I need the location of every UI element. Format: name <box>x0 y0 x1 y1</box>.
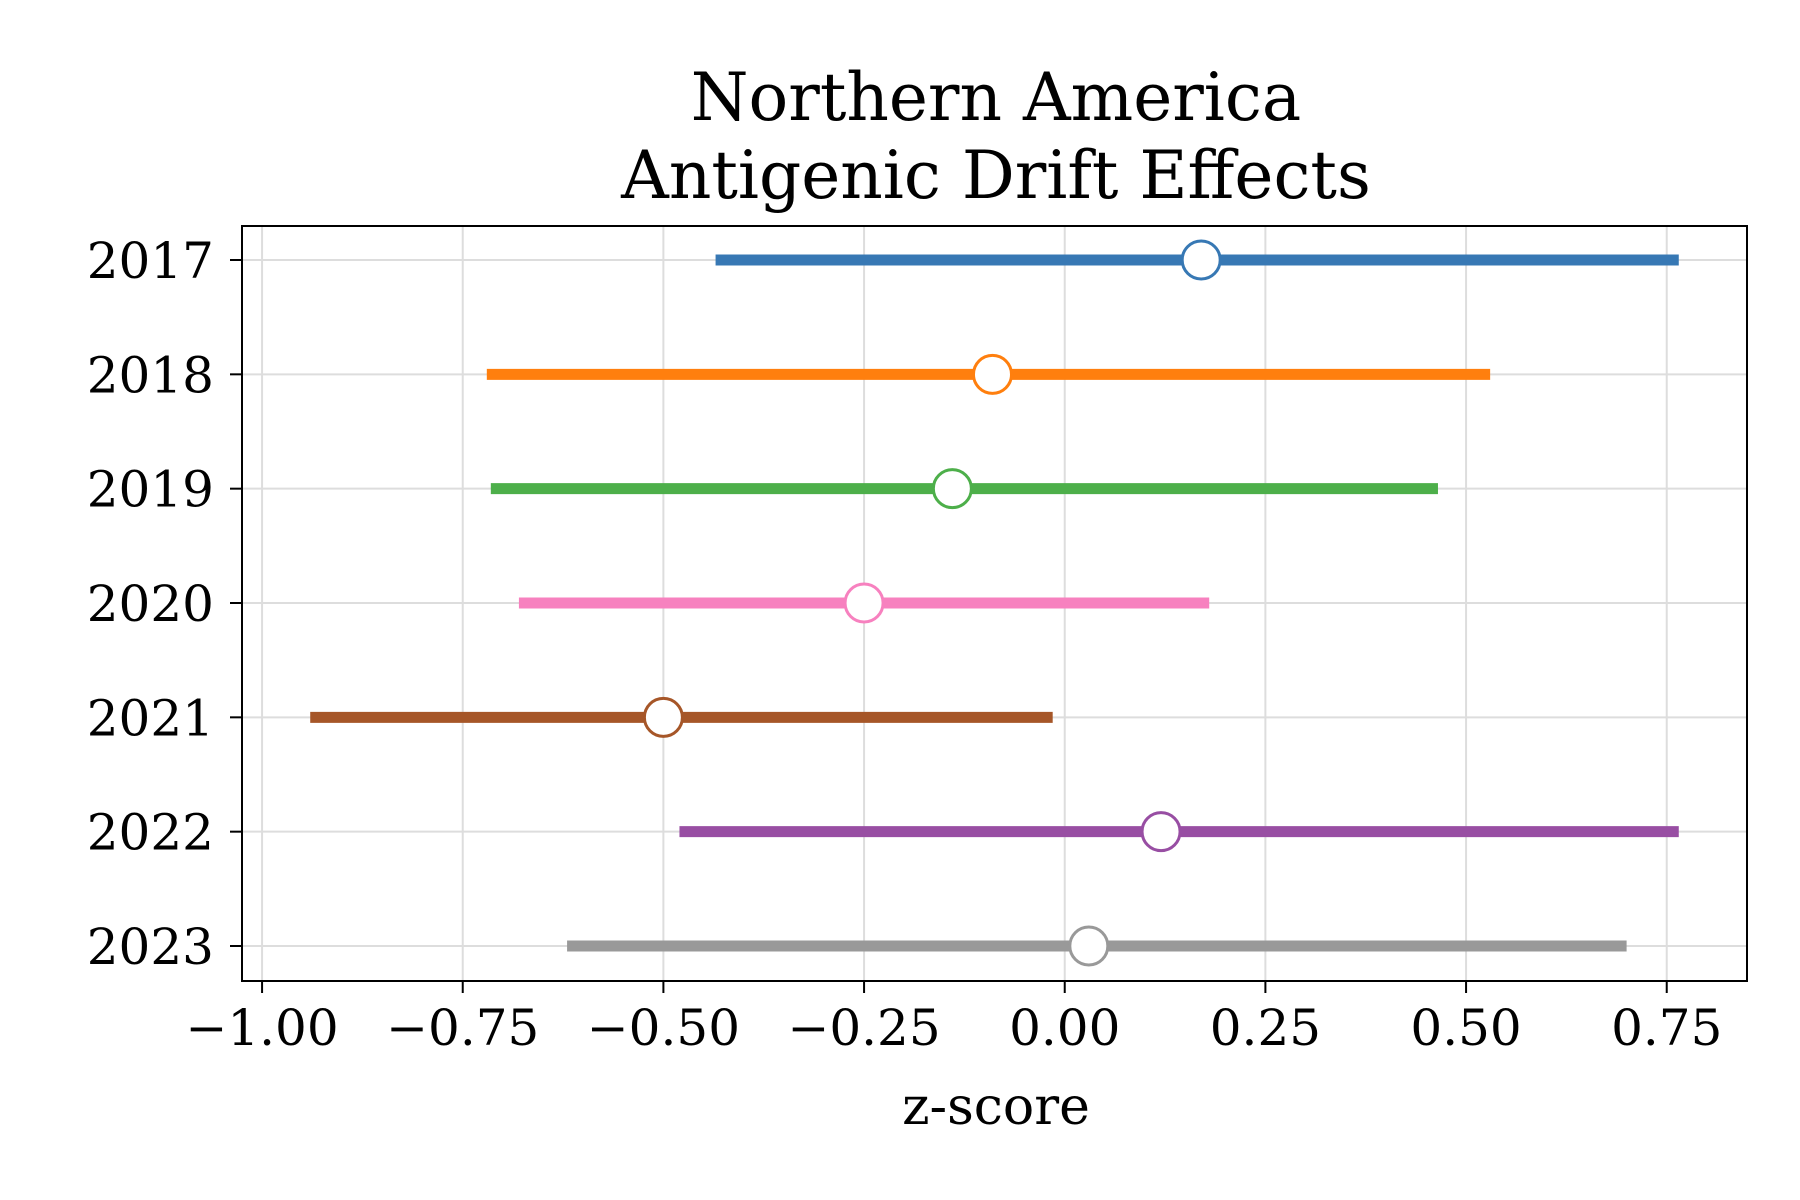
y-tick-label: 2021 <box>87 689 214 747</box>
x-axis-label: z-score <box>902 1077 1090 1137</box>
y-tick-label: 2022 <box>87 804 214 862</box>
x-tick-label: 0.25 <box>1210 999 1321 1057</box>
y-tick-label: 2017 <box>87 232 214 290</box>
x-tick-label: −0.50 <box>587 999 740 1057</box>
x-tick-label: −0.25 <box>787 999 940 1057</box>
axis-ticks: −1.00 −0.75 −0.50 −0.25 0.00 0.25 0.50 0.75 2017… <box>87 232 1723 1057</box>
plot-marks <box>310 239 1679 967</box>
x-tick-label: 0.50 <box>1410 999 1521 1057</box>
x-tick-label: −1.00 <box>185 999 338 1057</box>
y-tick-label: 2023 <box>87 918 214 976</box>
x-tick-label: 0.00 <box>1009 999 1120 1057</box>
estimate-point-2019 <box>931 468 973 510</box>
estimate-point-2021 <box>642 696 684 738</box>
estimate-point-2020 <box>843 582 885 624</box>
estimate-point-2022 <box>1140 811 1182 853</box>
chart-title-line-1: Northern America <box>691 59 1301 136</box>
x-tick-label: 0.75 <box>1611 999 1722 1057</box>
y-tick-label: 2018 <box>87 346 214 404</box>
estimate-point-2017 <box>1180 239 1222 281</box>
estimate-point-2018 <box>971 353 1013 395</box>
y-tick-label: 2019 <box>87 461 214 519</box>
estimate-point-2023 <box>1068 925 1110 967</box>
y-tick-label: 2020 <box>87 575 214 633</box>
chart-title-line-2: Antigenic Drift Effects <box>620 137 1371 214</box>
x-tick-label: −0.75 <box>386 999 539 1057</box>
